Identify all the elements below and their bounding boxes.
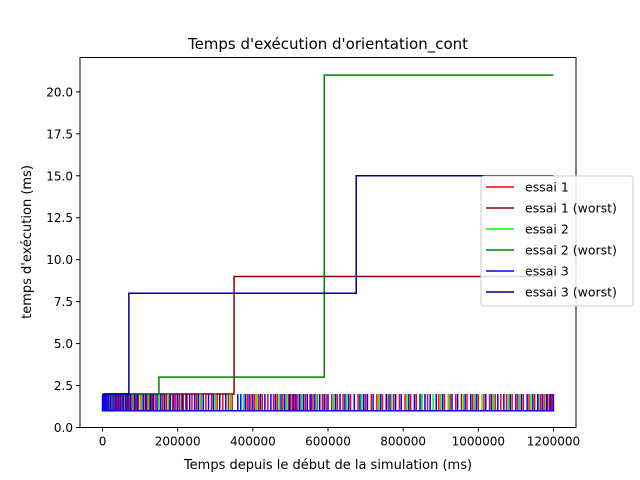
legend: essai 1 essai 1 (worst) essai 2 essai 2 (wo… — [480, 175, 634, 307]
legend-label: essai 2 — [525, 222, 569, 237]
y-tick-label: 5.0 — [54, 337, 73, 351]
y-tick-label: 10.0 — [46, 253, 73, 267]
x-axis: 0 200000 400000 600000 800000 1000000 1200000 — [99, 427, 580, 449]
series-line-6 — [102, 175, 554, 395]
y-tick-label: 15.0 — [46, 169, 73, 183]
legend-label: essai 2 (worst) — [525, 243, 617, 258]
x-tick-label: 200000 — [155, 435, 201, 449]
legend-label: essai 3 (worst) — [525, 285, 617, 300]
legend-label: essai 3 — [525, 264, 569, 279]
x-axis-label: Temps depuis le début de la simulation (… — [183, 458, 472, 473]
series-line-5 — [101, 393, 555, 412]
plot-area — [101, 74, 555, 412]
y-tick-label: 0.0 — [54, 421, 73, 435]
y-tick-label: 2.5 — [54, 379, 73, 393]
legend-label: essai 1 (worst) — [525, 201, 617, 216]
y-axis: 0.0 2.5 5.0 7.5 10.0 12.5 15.0 17.5 20.0 — [46, 85, 80, 435]
y-tick-label: 20.0 — [46, 85, 73, 99]
chart-title: Temps d'exécution d'orientation_cont — [187, 35, 468, 54]
x-tick-label: 1200000 — [527, 435, 580, 449]
legend-label: essai 1 — [525, 180, 569, 195]
x-tick-label: 0 — [99, 435, 107, 449]
y-tick-label: 12.5 — [46, 211, 73, 225]
legend-box — [480, 175, 634, 307]
x-tick-label: 800000 — [380, 435, 426, 449]
y-axis-label: temps d'exécution (ms) — [20, 165, 35, 319]
y-tick-label: 17.5 — [46, 127, 73, 141]
x-tick-label: 400000 — [230, 435, 276, 449]
y-tick-label: 7.5 — [54, 295, 73, 309]
x-tick-label: 600000 — [305, 435, 351, 449]
x-tick-label: 1000000 — [452, 435, 505, 449]
